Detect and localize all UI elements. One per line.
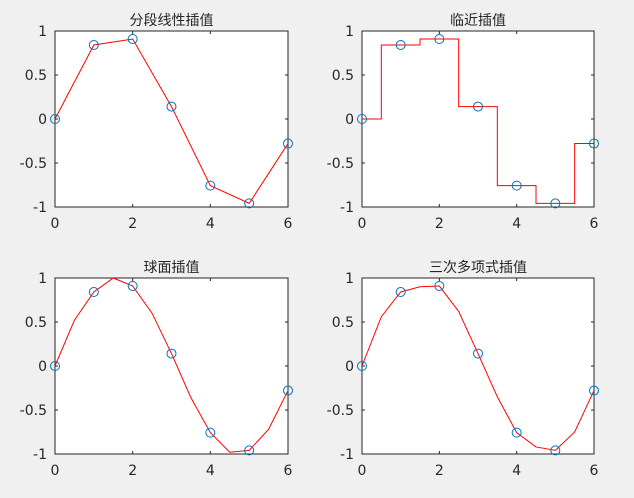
- sample-point: [88, 286, 99, 297]
- x-tick-label: 2: [128, 216, 137, 232]
- y-tick-label: -1: [33, 447, 47, 463]
- sample-point: [395, 286, 406, 297]
- sample-point: [283, 138, 293, 149]
- x-tick-label: 4: [206, 463, 215, 479]
- y-tick-label: -1: [33, 200, 47, 216]
- x-tick-label: 2: [435, 463, 444, 479]
- interp-line: [362, 38, 594, 204]
- sample-point: [205, 427, 216, 438]
- sample-point: [357, 361, 367, 371]
- sample-point: [283, 385, 293, 396]
- x-tick-label: 2: [435, 216, 444, 232]
- subplot-1: 分段线性插值 0 2 4 6 -1 -0.5 0 0.5 1: [20, 13, 293, 232]
- y-tick-label: -0.5: [327, 403, 354, 419]
- sample-point: [589, 138, 599, 149]
- x-tick-label: 6: [284, 216, 293, 232]
- sample-point: [166, 348, 177, 359]
- x-tick-label: 6: [590, 463, 599, 479]
- sample-point: [473, 348, 483, 359]
- subplot-3: 球面插值 0 2 4 6 -1 -0.5 0 0.5 1: [20, 260, 293, 479]
- y-tick-label: 0.5: [25, 315, 47, 331]
- x-tick-label: 4: [512, 463, 521, 479]
- interp-line: [54, 277, 289, 453]
- sample-point: [127, 281, 138, 292]
- y-tick-label: 0.5: [332, 315, 354, 331]
- x-tick-label: 4: [512, 216, 521, 232]
- subplot-4: 三次多项式插值 0 2 4 6 -1 -0.5 0 0.5 1: [327, 259, 599, 479]
- sample-point: [205, 180, 216, 191]
- y-tick-label: 0.5: [332, 68, 354, 84]
- subplot-title: 临近插值: [450, 13, 506, 29]
- sample-point: [244, 198, 255, 209]
- interp-line: [54, 38, 289, 205]
- sample-point: [511, 427, 522, 438]
- y-tick-label: 0: [345, 112, 354, 128]
- y-tick-label: -1: [340, 447, 354, 463]
- axes-box: [54, 30, 289, 208]
- y-tick-label: 0: [38, 359, 47, 375]
- y-tick-label: -0.5: [20, 403, 47, 419]
- x-tick-label: 0: [51, 216, 60, 232]
- y-tick-label: 1: [38, 24, 47, 40]
- x-tick-label: 0: [51, 463, 60, 479]
- sample-point: [473, 101, 483, 112]
- sample-point: [127, 34, 138, 45]
- sample-point: [511, 180, 522, 191]
- sample-point: [550, 198, 561, 209]
- sample-point: [88, 39, 99, 50]
- sample-point: [50, 114, 60, 124]
- y-tick-label: -0.5: [20, 156, 47, 172]
- subplot-title: 分段线性插值: [130, 13, 214, 29]
- y-tick-label: 0.5: [25, 68, 47, 84]
- sample-point: [550, 445, 561, 456]
- y-tick-label: 1: [38, 271, 47, 287]
- axes-box: [54, 277, 289, 455]
- y-tick-label: 1: [345, 271, 354, 287]
- y-tick-label: -0.5: [327, 156, 354, 172]
- sample-point: [434, 281, 445, 292]
- x-tick-label: 0: [358, 463, 367, 479]
- sample-point: [50, 361, 60, 371]
- subplot-title: 球面插值: [144, 260, 200, 276]
- x-tick-label: 6: [590, 216, 599, 232]
- axes-box: [361, 30, 595, 208]
- y-tick-label: 1: [345, 24, 354, 40]
- subplot-title: 三次多项式插值: [429, 259, 527, 276]
- sample-point: [166, 101, 177, 112]
- x-tick-label: 6: [284, 463, 293, 479]
- subplot-2: 临近插值 0 2 4 6 -1 -0.5 0 0.5 1: [327, 13, 599, 232]
- sample-point: [244, 445, 255, 456]
- y-tick-label: 0: [38, 112, 47, 128]
- sample-point: [434, 34, 445, 45]
- sample-point: [395, 39, 406, 50]
- x-tick-label: 4: [206, 216, 215, 232]
- y-tick-label: 0: [345, 359, 354, 375]
- interp-line: [361, 285, 595, 451]
- sample-point: [589, 385, 599, 396]
- axes-box: [361, 277, 595, 455]
- x-tick-label: 2: [128, 463, 137, 479]
- sample-point: [357, 114, 367, 124]
- x-tick-label: 0: [358, 216, 367, 232]
- y-tick-label: -1: [340, 200, 354, 216]
